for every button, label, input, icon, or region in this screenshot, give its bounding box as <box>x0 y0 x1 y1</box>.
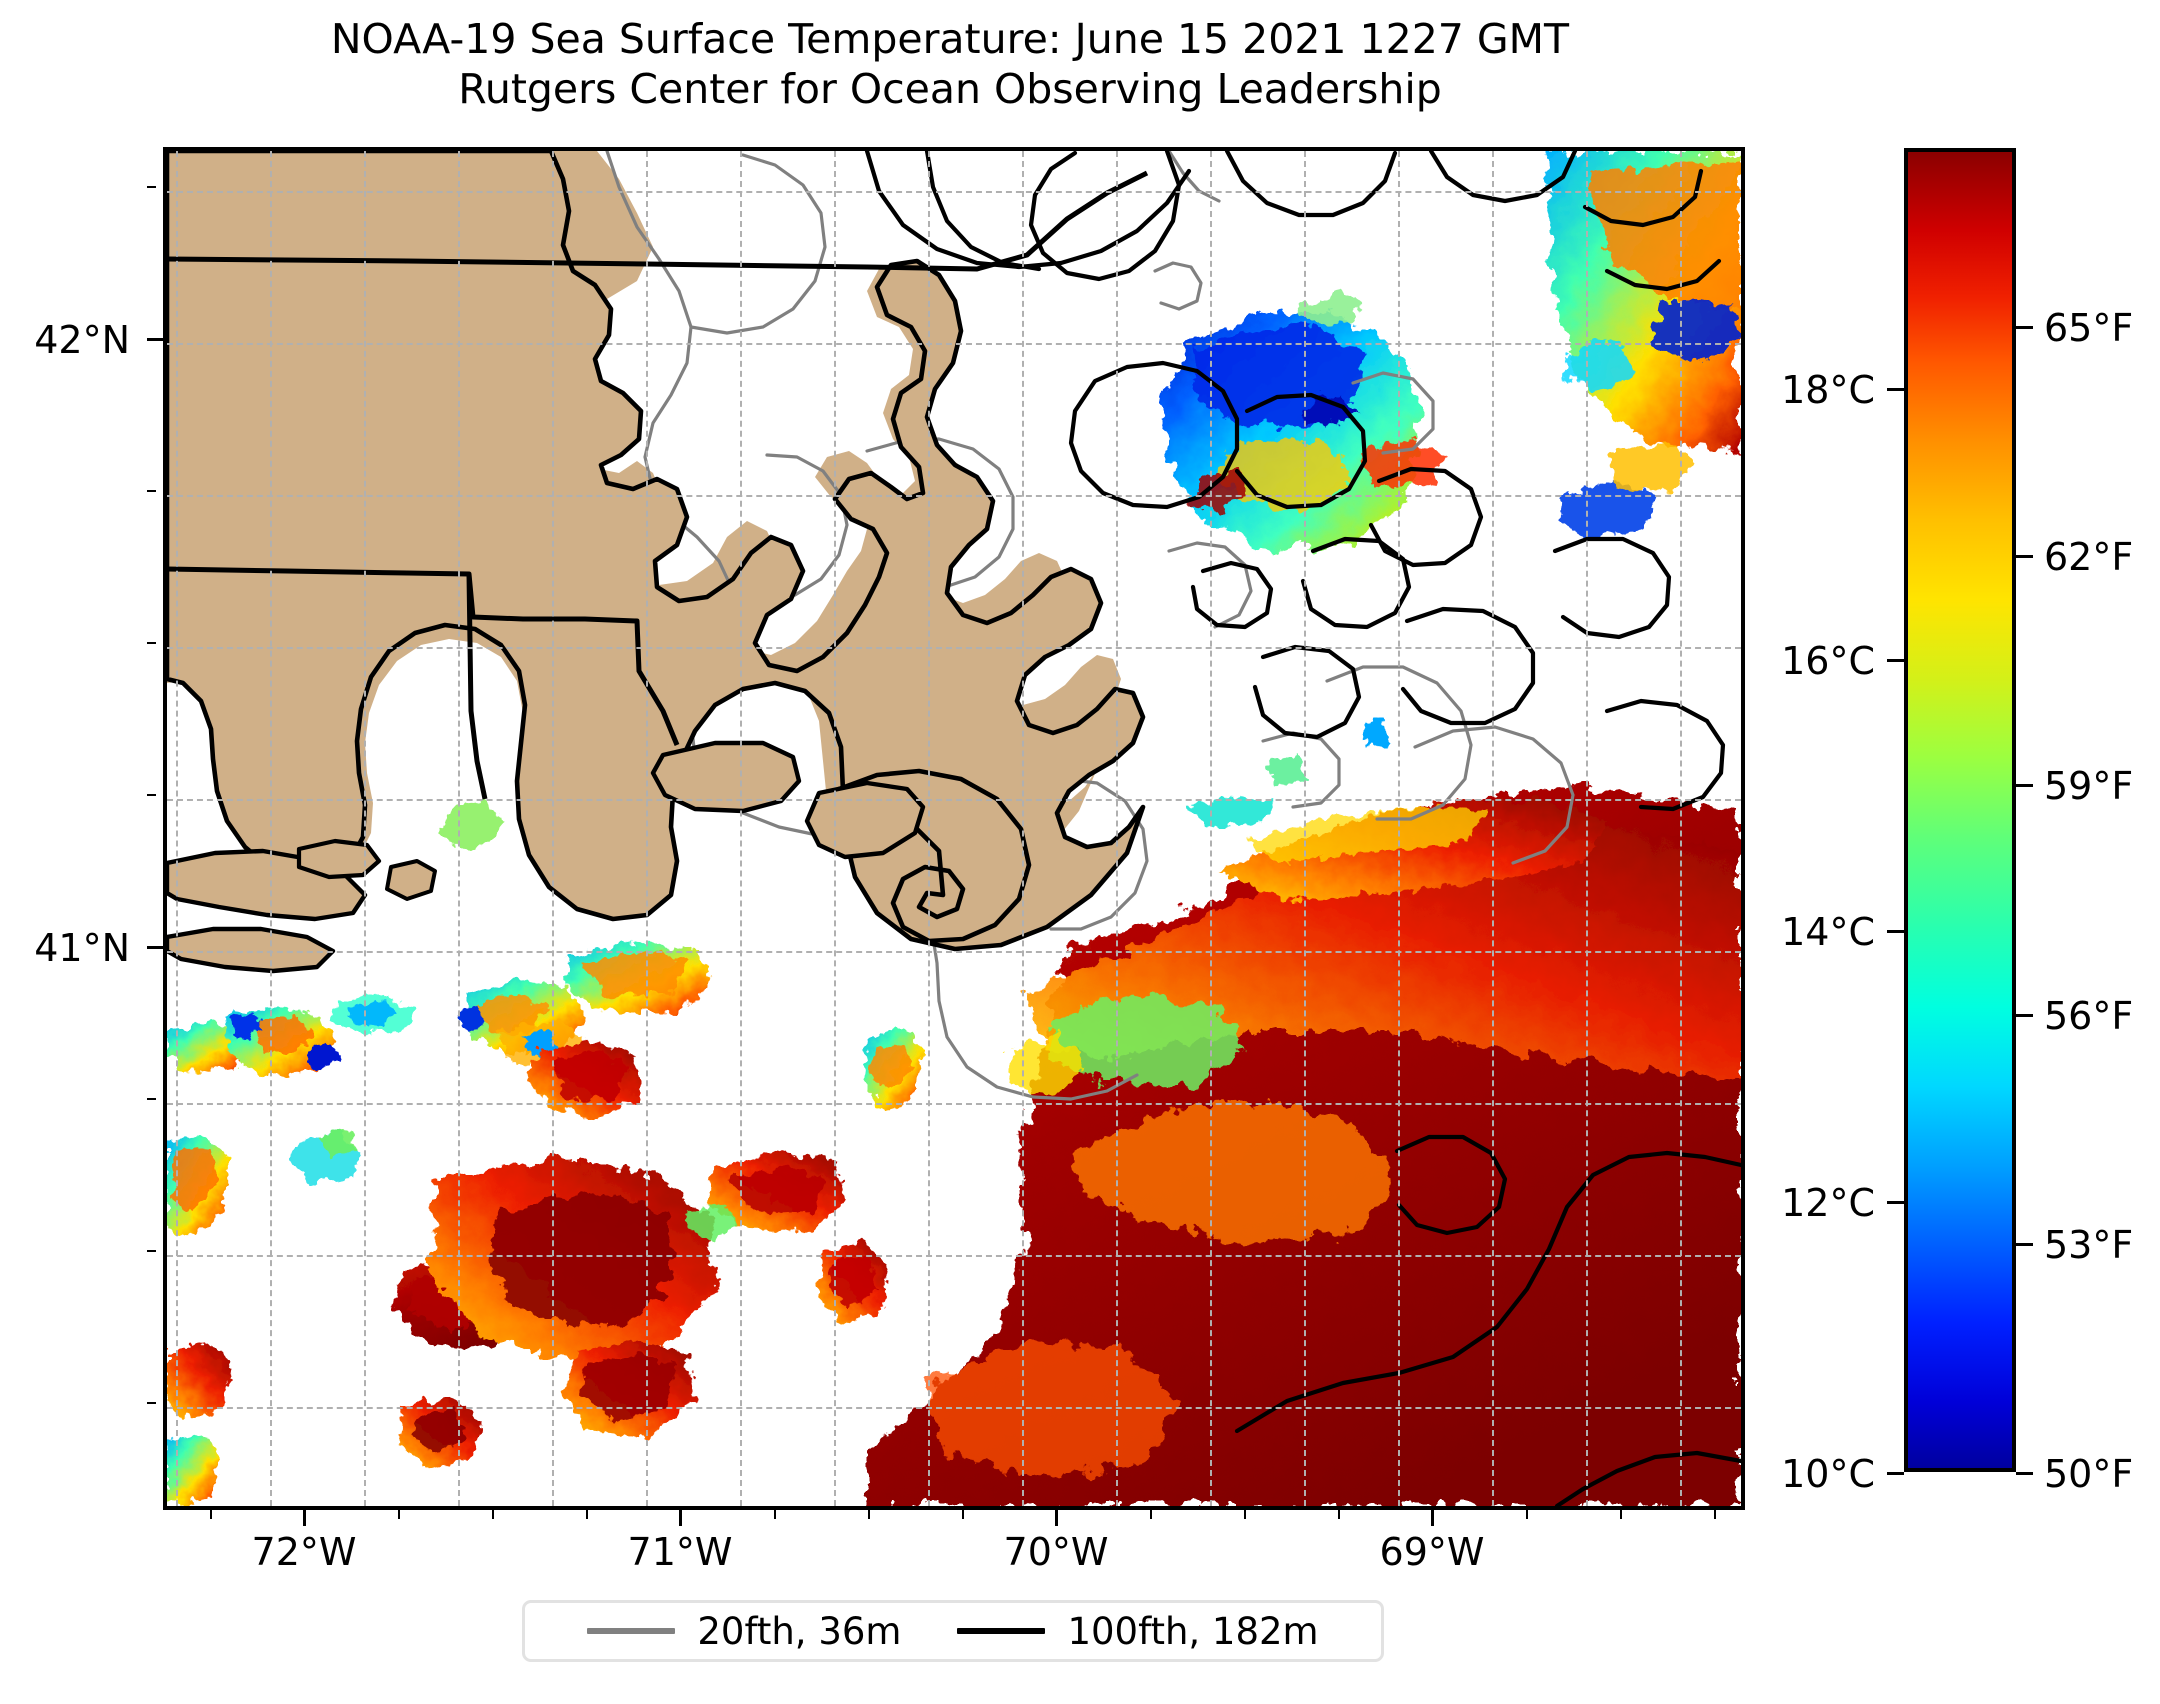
sst-raster-layer <box>167 151 1741 1506</box>
legend-label-20fth: 20fth, 36m <box>697 1609 902 1653</box>
x-tick-label-72w: 72°W <box>251 1530 357 1574</box>
isobath-legend[interactable]: 20fth, 36m 100fth, 182m <box>522 1600 1384 1662</box>
cbar-label-10c: 10°C <box>1781 1452 1875 1496</box>
x-tick-label-71w: 71°W <box>627 1530 733 1574</box>
cbar-label-16c: 16°C <box>1781 639 1875 683</box>
sst-map-axes[interactable] <box>163 147 1745 1510</box>
cbar-label-50f: 50°F <box>2044 1452 2134 1496</box>
x-tick-label-69w: 69°W <box>1379 1530 1485 1574</box>
y-tick-label-42n: 42°N <box>34 318 130 362</box>
cbar-label-65f: 65°F <box>2044 306 2134 350</box>
legend-entry-20fth[interactable]: 20fth, 36m <box>587 1610 901 1653</box>
title-line-2: Rutgers Center for Ocean Observing Leade… <box>458 65 1442 114</box>
chart-title-block: NOAA-19 Sea Surface Temperature: June 15… <box>0 14 1900 114</box>
x-tick-label-70w: 70°W <box>1003 1530 1109 1574</box>
cbar-label-12c: 12°C <box>1781 1181 1875 1225</box>
legend-entry-100fth[interactable]: 100fth, 182m <box>957 1609 1319 1653</box>
coastline-and-land-overlay <box>167 151 1741 1506</box>
y-tick-label-41n: 41°N <box>34 926 130 970</box>
cbar-label-18c: 18°C <box>1781 368 1875 412</box>
cbar-label-56f: 56°F <box>2044 994 2134 1038</box>
new-england-land <box>167 151 1149 974</box>
legend-swatch-100fth <box>957 1628 1046 1634</box>
cbar-label-14c: 14°C <box>1781 910 1875 954</box>
cbar-label-62f: 62°F <box>2044 535 2134 579</box>
legend-label-100fth: 100fth, 182m <box>1067 1609 1319 1653</box>
sst-colorbar[interactable] <box>1904 148 2016 1472</box>
map-clip <box>167 151 1741 1506</box>
cbar-label-59f: 59°F <box>2044 764 2134 808</box>
cbar-label-53f: 53°F <box>2044 1223 2134 1267</box>
legend-swatch-20fth <box>587 1628 676 1634</box>
title-line-1: NOAA-19 Sea Surface Temperature: June 15… <box>330 15 1570 63</box>
